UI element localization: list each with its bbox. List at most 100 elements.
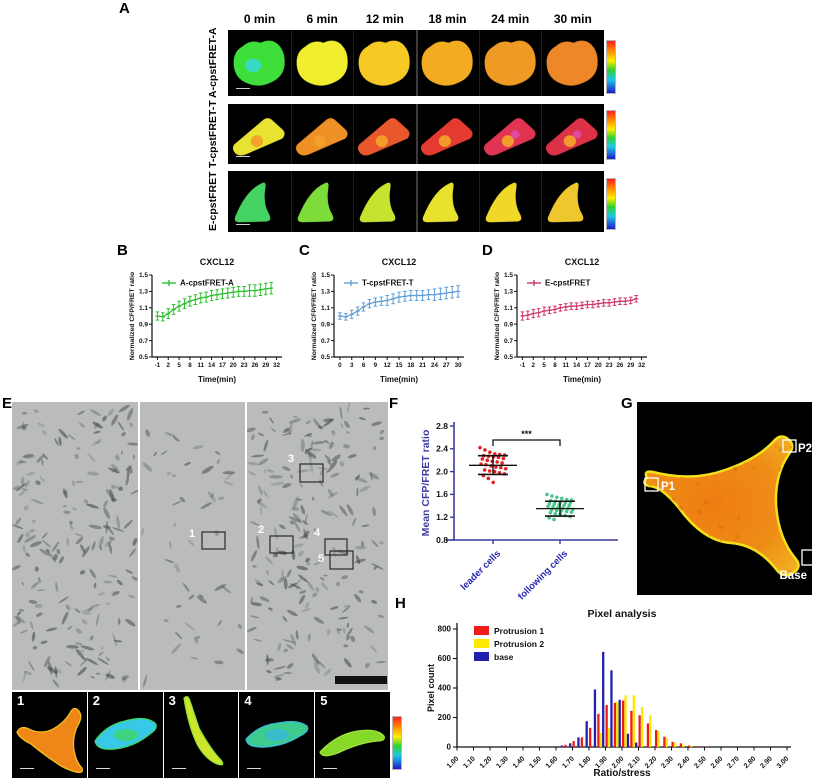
bar-protrusion-1-2.05 xyxy=(630,710,633,747)
legend-label-0: Protrusion 1 xyxy=(494,626,544,636)
bar-protrusion-1-2.25 xyxy=(663,736,666,747)
x-tick: 2.90 xyxy=(759,755,774,770)
roi-box-P1 xyxy=(644,477,659,492)
bar-base-1.8 xyxy=(593,689,597,747)
cell-image-row1-t1 xyxy=(295,117,348,157)
column-divider xyxy=(416,104,418,164)
x-axis-label: Time(min) xyxy=(380,375,418,384)
fret-cell-image: P1 P2 Base xyxy=(637,402,816,595)
y-tick: 1.5 xyxy=(139,272,148,279)
x-tick: 23 xyxy=(606,362,613,369)
x-tick: 27 xyxy=(443,362,450,369)
x-tick: 11 xyxy=(197,362,204,369)
y-tick: 0.9 xyxy=(321,321,330,328)
scale-bar xyxy=(236,156,250,157)
x-tick: 29 xyxy=(262,362,269,369)
y-tick: 0.9 xyxy=(504,321,513,328)
x-tick: 0 xyxy=(338,362,342,369)
y-tick: 0.5 xyxy=(139,354,148,361)
bar-protrusion-1-2.45 xyxy=(696,746,699,747)
x-tick: 26 xyxy=(251,362,258,369)
panel-c-label: C xyxy=(299,242,310,259)
y-tick: 1.3 xyxy=(139,289,148,296)
column-divider xyxy=(416,30,418,96)
roi-number-3: 3 xyxy=(288,453,294,465)
bar-protrusion-1-1.8 xyxy=(589,727,592,747)
cell-image-row2-t1 xyxy=(297,182,334,223)
inset-colorbar xyxy=(392,716,402,770)
time-label-4: 24 min xyxy=(491,12,530,26)
y-tick: 0.5 xyxy=(504,354,513,361)
cell-image-row0-t2 xyxy=(358,40,411,87)
x-tick: 5 xyxy=(542,362,546,369)
y-tick: 0.7 xyxy=(321,338,330,345)
x-tick: 24 xyxy=(431,362,438,369)
column-divider xyxy=(478,104,480,164)
chart-d-mount: 0.5 0.7 0.9 1.1 1.3 1.5 -1 2 5 8 11 14 17 20 23 26 29 32 C… xyxy=(491,253,659,390)
phase-contrast-image: 1 2 3 4 5 xyxy=(11,400,389,690)
bar-protrusion-2-2.05 xyxy=(632,695,635,747)
inset-number-4: 4 xyxy=(244,693,252,708)
bar-protrusion-1-2.1 xyxy=(638,715,641,747)
column-divider xyxy=(478,171,480,232)
x-tick: 30 xyxy=(455,362,462,369)
x-tick: 23 xyxy=(241,362,248,369)
x-tick: 9 xyxy=(374,362,378,369)
y-tick: 200 xyxy=(438,713,452,722)
x-tick: 2.70 xyxy=(726,755,741,770)
legend-label-2: base xyxy=(494,652,514,662)
cell-image-row0-t3 xyxy=(421,40,474,87)
x-tick: 32 xyxy=(273,362,280,369)
y-tick: 1.1 xyxy=(504,305,513,312)
cell-image-row0-t0 xyxy=(233,40,286,87)
panel-g-fret-image: P1 P2 Base xyxy=(637,402,816,595)
x-tick: 17 xyxy=(219,362,226,369)
panel-e-label: E xyxy=(2,395,13,412)
category-label-0: leader cells xyxy=(459,548,503,592)
fret-timelapse-row-1 xyxy=(228,104,604,164)
bar-protrusion-1-2.2 xyxy=(655,730,658,747)
x-tick: 2 xyxy=(167,362,171,369)
time-label-2: 12 min xyxy=(365,12,404,26)
roi-box-2 xyxy=(269,535,294,554)
x-tick: 1.30 xyxy=(495,755,510,770)
inset-cell-shape-3 xyxy=(171,695,223,769)
bar-base-1.95 xyxy=(618,699,621,747)
fret-colorbar-row-2 xyxy=(606,178,616,230)
x-tick: 2.50 xyxy=(693,755,708,770)
inset-fret-cell-1: 1 xyxy=(12,692,87,778)
y-tick: 600 xyxy=(438,654,452,663)
x-tick: 1.70 xyxy=(561,755,576,770)
x-axis-label: Time(min) xyxy=(198,375,236,384)
panel-a-label: A xyxy=(119,0,130,17)
x-tick: 1.50 xyxy=(528,755,543,770)
bar-base-1.7 xyxy=(577,737,580,747)
x-tick: -1 xyxy=(155,362,161,369)
x-tick: 14 xyxy=(208,362,215,369)
cell-image-row1-t2 xyxy=(357,117,411,157)
chart-title: Pixel analysis xyxy=(588,608,657,620)
x-tick: 2 xyxy=(532,362,536,369)
column-divider xyxy=(290,104,292,164)
y-tick: 1.1 xyxy=(321,305,330,312)
column-divider xyxy=(478,30,480,96)
x-tick: 5 xyxy=(177,362,181,369)
x-tick: 2.40 xyxy=(677,755,692,770)
bar-protrusion-2-2.15 xyxy=(649,715,652,747)
legend-swatch-0 xyxy=(474,626,489,635)
column-divider xyxy=(541,104,543,164)
bar-protrusion-1-2.4 xyxy=(688,745,691,747)
panel-e-micrograph: 1 2 3 4 5 xyxy=(11,400,389,690)
bar-protrusion-2-2.25 xyxy=(665,738,668,747)
x-tick: 11 xyxy=(562,362,569,369)
x-tick: 20 xyxy=(230,362,237,369)
bar-protrusion-1-1.7 xyxy=(572,741,575,747)
chart-c-mount: 0.5 0.7 0.9 1.1 1.3 1.5 0 3 6 9 12 15 18 21 24 27 30 CXCL… xyxy=(308,253,476,390)
column-divider xyxy=(290,30,292,96)
column-divider xyxy=(353,30,355,96)
x-tick: 2.80 xyxy=(743,755,758,770)
legend-label-1: Protrusion 2 xyxy=(494,639,544,649)
bar-protrusion-1-1.65 xyxy=(564,744,567,747)
x-tick: 1.00 xyxy=(446,755,461,770)
x-axis-label: Ratio/stress xyxy=(593,768,651,779)
